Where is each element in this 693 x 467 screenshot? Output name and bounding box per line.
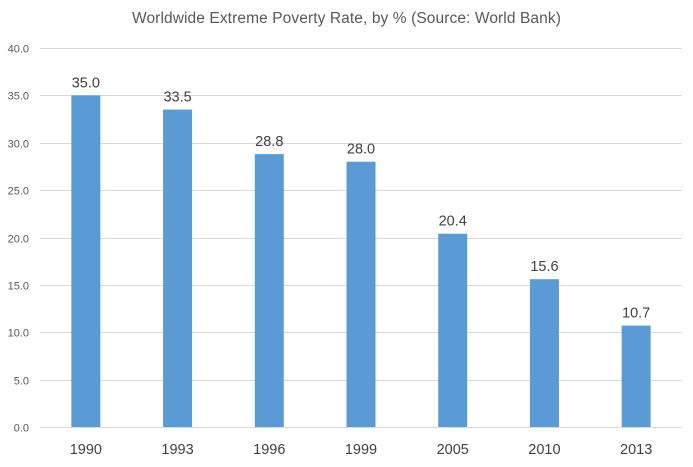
data-label-1999: 28.0 bbox=[347, 142, 375, 158]
data-label-2010: 15.6 bbox=[530, 259, 558, 275]
y-tick-label: 20.0 bbox=[8, 234, 29, 246]
y-tick-label: 5.0 bbox=[14, 376, 29, 388]
bars bbox=[71, 95, 651, 428]
bar-1993 bbox=[163, 109, 193, 427]
x-tick-label-1993: 1993 bbox=[161, 442, 193, 458]
data-label-2013: 10.7 bbox=[622, 306, 650, 322]
y-tick-label: 30.0 bbox=[8, 139, 29, 151]
y-tick-label: 35.0 bbox=[8, 91, 29, 103]
y-tick-label: 25.0 bbox=[8, 186, 29, 198]
x-tick-label-2013: 2013 bbox=[620, 442, 652, 458]
x-tick-label-1990: 1990 bbox=[70, 442, 102, 458]
x-tick-label-1999: 1999 bbox=[345, 442, 377, 458]
x-tick-label-2005: 2005 bbox=[437, 442, 469, 458]
x-tick-label-2010: 2010 bbox=[528, 442, 560, 458]
data-labels: 35.0 33.5 28.8 28.0 20.4 15.6 10.7 bbox=[72, 75, 651, 321]
bar-2013 bbox=[621, 325, 651, 427]
y-tick-label: 15.0 bbox=[8, 281, 29, 293]
y-tick-label: 40.0 bbox=[8, 44, 29, 56]
chart-title: Worldwide Extreme Poverty Rate, by % (So… bbox=[132, 10, 561, 27]
x-tick-label-1996: 1996 bbox=[253, 442, 285, 458]
x-axis-ticks: 1990 1993 1996 1999 2005 2010 2013 bbox=[70, 442, 653, 458]
y-tick-label: 10.0 bbox=[8, 328, 29, 340]
bar-1996 bbox=[254, 154, 284, 427]
bar-1999 bbox=[346, 161, 376, 427]
bar-1990 bbox=[71, 95, 101, 428]
bar-2005 bbox=[438, 233, 468, 427]
data-label-1990: 35.0 bbox=[72, 75, 100, 91]
data-label-1996: 28.8 bbox=[255, 134, 283, 150]
data-label-1993: 33.5 bbox=[163, 90, 191, 106]
y-tick-label: 0.0 bbox=[14, 423, 29, 435]
bar-2010 bbox=[529, 279, 559, 427]
y-axis-ticks: 0.0 5.0 10.0 15.0 20.0 25.0 30.0 35.0 40.0 bbox=[8, 44, 29, 435]
data-label-2005: 20.4 bbox=[439, 214, 467, 230]
